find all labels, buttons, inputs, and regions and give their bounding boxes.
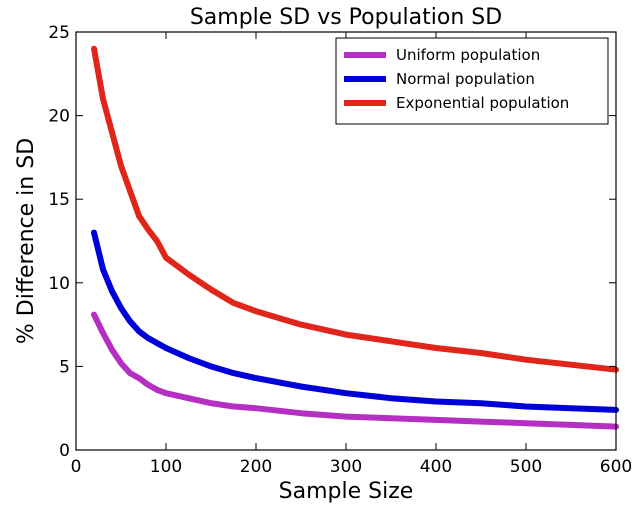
x-tick-label: 100 — [150, 457, 182, 477]
y-axis-title: % Difference in SD — [14, 138, 39, 344]
y-tick-label: 10 — [48, 274, 70, 294]
y-tick-label: 5 — [59, 357, 70, 377]
y-tick-label: 15 — [48, 190, 70, 210]
legend: Uniform population Normal population Expon… — [335, 37, 609, 125]
y-tick-label: 0 — [59, 441, 70, 461]
x-tick-label: 300 — [330, 457, 362, 477]
legend-label-normal-population: Normal population — [396, 70, 535, 88]
plot-area — [91, 45, 619, 430]
series-line-normal-population — [91, 229, 619, 413]
series-line-exponential-population — [91, 45, 619, 373]
legend-label-uniform-population: Uniform population — [396, 46, 540, 64]
y-tick-label: 25 — [48, 23, 70, 43]
y-tick-label: 20 — [48, 107, 70, 127]
x-tick-label: 400 — [420, 457, 452, 477]
legend-label-exponential-population: Exponential population — [396, 94, 569, 112]
axis-ticks: 0 100 200 300 400 500 600 0 5 10 15 20 25 — [48, 23, 632, 477]
x-tick-label: 600 — [600, 457, 632, 477]
series-line-uniform-population — [91, 311, 619, 430]
chart-title: Sample SD vs Population SD — [190, 5, 502, 30]
x-tick-label: 0 — [71, 457, 82, 477]
x-axis-title: Sample Size — [279, 479, 414, 504]
x-tick-label: 500 — [510, 457, 542, 477]
x-tick-label: 200 — [240, 457, 272, 477]
